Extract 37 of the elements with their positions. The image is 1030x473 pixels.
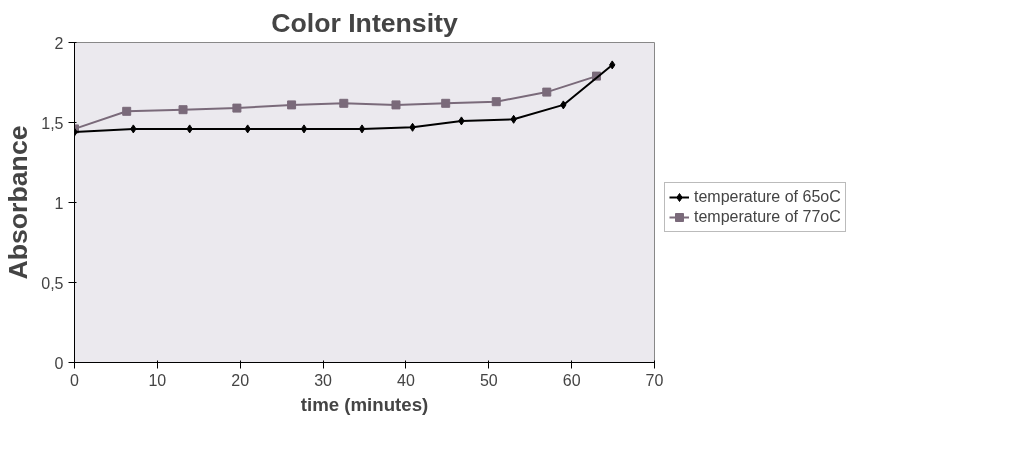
x-tick-label: 50 — [479, 371, 498, 389]
y-tick-label: 1,5 — [41, 114, 64, 132]
point — [130, 124, 137, 134]
point — [178, 105, 188, 115]
point — [358, 124, 366, 134]
point — [339, 98, 349, 108]
x-tick-label: 70 — [645, 371, 664, 389]
point — [122, 106, 132, 116]
point — [510, 114, 517, 124]
point — [409, 122, 416, 132]
legend-label: temperature of 65oC — [694, 188, 841, 206]
point — [609, 60, 616, 70]
x-tick-label: 60 — [562, 371, 581, 389]
x-tick-label: 20 — [231, 371, 250, 389]
point — [542, 87, 552, 97]
y-tick-label: 0 — [54, 354, 64, 372]
point — [458, 116, 465, 126]
chart-title: Color Intensity — [271, 7, 458, 38]
point — [300, 124, 308, 134]
point — [441, 98, 451, 108]
x-tick-label: 0 — [70, 371, 80, 389]
x-tick-label: 10 — [148, 371, 167, 389]
y-tick-label: 1 — [54, 194, 64, 212]
y-tick-label: 2 — [54, 34, 64, 52]
x-axis-title: time (minutes) — [300, 393, 429, 415]
y-axis-title: Absorbance — [3, 125, 34, 280]
point — [244, 124, 251, 134]
point — [287, 100, 297, 110]
x-tick-label: 40 — [397, 371, 415, 389]
point — [186, 124, 193, 134]
legend-label: temperature of 77oC — [694, 208, 841, 226]
point — [391, 100, 401, 110]
x-tick-label: 30 — [314, 371, 333, 389]
point — [560, 100, 567, 110]
point — [491, 97, 501, 107]
point — [232, 103, 242, 113]
y-tick-label: 0,5 — [41, 274, 64, 292]
